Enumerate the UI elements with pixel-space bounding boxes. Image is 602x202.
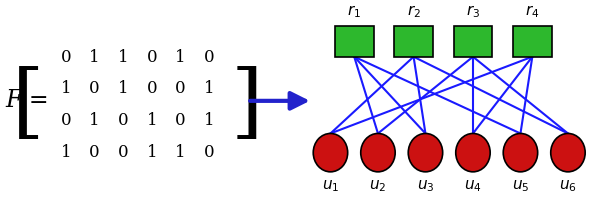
Text: ]: ] (231, 65, 263, 145)
Text: 0: 0 (89, 80, 100, 97)
Text: 1: 1 (89, 112, 100, 129)
Text: $u_6$: $u_6$ (559, 179, 577, 194)
Text: F =: F = (6, 89, 49, 112)
Ellipse shape (408, 134, 442, 172)
Text: $r_2$: $r_2$ (406, 4, 421, 20)
Ellipse shape (551, 134, 585, 172)
Text: 0: 0 (146, 80, 157, 97)
Ellipse shape (503, 134, 538, 172)
Text: 1: 1 (89, 49, 100, 66)
Text: 1: 1 (118, 49, 128, 66)
Text: 1: 1 (175, 49, 186, 66)
Text: 0: 0 (89, 144, 100, 161)
FancyBboxPatch shape (513, 26, 551, 57)
Text: $u_4$: $u_4$ (464, 179, 482, 194)
Text: 0: 0 (146, 49, 157, 66)
Text: $u_2$: $u_2$ (369, 179, 386, 194)
Text: 1: 1 (146, 144, 157, 161)
Ellipse shape (456, 134, 490, 172)
Text: 1: 1 (118, 80, 128, 97)
Text: 0: 0 (204, 144, 214, 161)
Text: [: [ (12, 65, 45, 145)
Text: 0: 0 (60, 112, 71, 129)
Text: $r_3$: $r_3$ (466, 4, 480, 20)
Text: 1: 1 (175, 144, 186, 161)
Text: 1: 1 (146, 112, 157, 129)
Text: 1: 1 (204, 112, 214, 129)
Text: 0: 0 (175, 112, 186, 129)
Ellipse shape (313, 134, 348, 172)
Text: 0: 0 (60, 49, 71, 66)
Text: $u_5$: $u_5$ (512, 179, 529, 194)
FancyBboxPatch shape (454, 26, 492, 57)
Text: 1: 1 (60, 80, 71, 97)
Text: $u_3$: $u_3$ (417, 179, 434, 194)
Text: 0: 0 (118, 112, 128, 129)
Text: 1: 1 (204, 80, 214, 97)
Text: $r_4$: $r_4$ (525, 4, 539, 20)
Ellipse shape (361, 134, 395, 172)
Text: 0: 0 (204, 49, 214, 66)
FancyBboxPatch shape (335, 26, 373, 57)
Text: $u_1$: $u_1$ (321, 179, 339, 194)
Text: 0: 0 (175, 80, 186, 97)
Text: 0: 0 (118, 144, 128, 161)
Text: $r_1$: $r_1$ (347, 4, 361, 20)
FancyBboxPatch shape (394, 26, 433, 57)
Text: 1: 1 (60, 144, 71, 161)
